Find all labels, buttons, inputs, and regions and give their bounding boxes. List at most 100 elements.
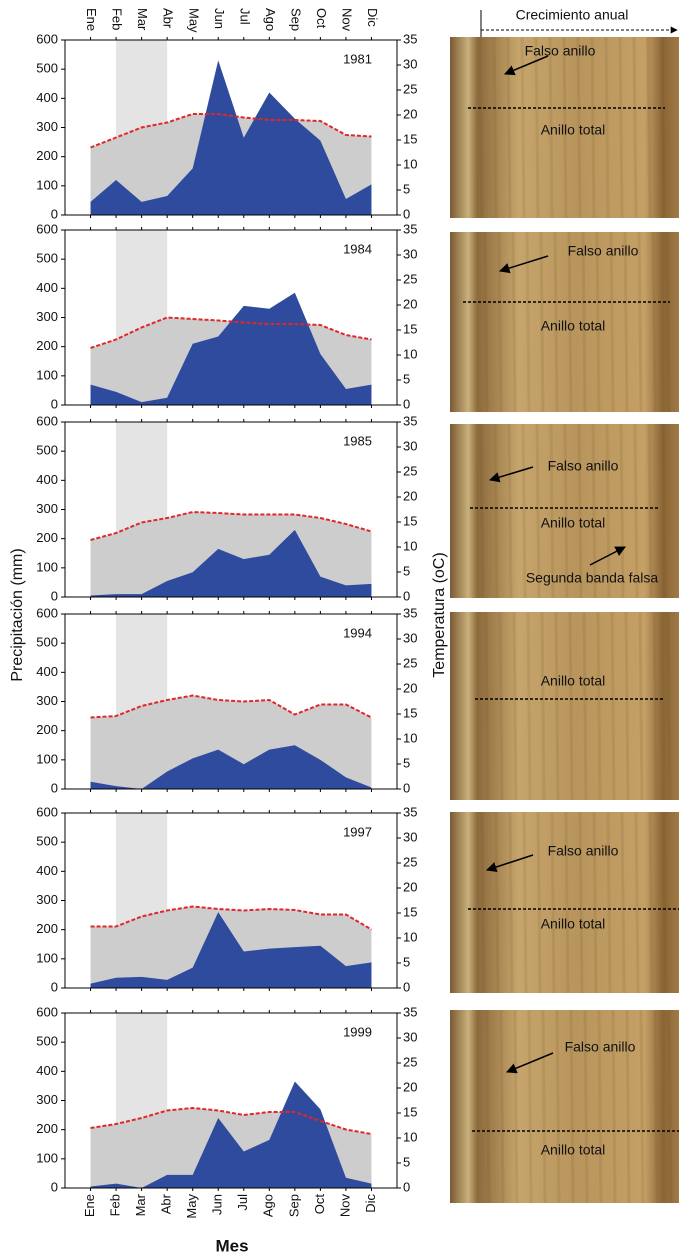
photo-label: Falso anillo: [548, 458, 619, 474]
y2-tick-label: 15: [403, 321, 417, 336]
precipitation-area: [90, 745, 372, 789]
x-tick-label: Dic: [363, 1194, 378, 1213]
y-tick-label: 0: [51, 979, 58, 994]
y-tick-label: 300: [36, 501, 58, 516]
wood-fiber: [564, 811, 570, 994]
y-tick-label: 600: [36, 605, 58, 620]
x-tick-label: Feb: [110, 8, 125, 30]
wood-fiber: [662, 811, 668, 994]
y-tick-label: 500: [36, 635, 58, 650]
y2-tick-label: 5: [403, 954, 410, 969]
wood-fiber: [646, 36, 652, 219]
wood-fiber: [633, 423, 639, 599]
temperature-line: [90, 113, 372, 149]
wood-fiber: [484, 611, 490, 801]
x-tick-label: Ago: [263, 8, 278, 31]
y2-tick-label: 20: [403, 296, 417, 311]
wood-fiber: [527, 1009, 533, 1204]
photo-header: Crecimiento anual: [516, 7, 629, 23]
wood-fiber: [554, 611, 560, 801]
y-tick-label: 100: [36, 1150, 58, 1165]
y-tick-label: 200: [36, 338, 58, 353]
y-tick-label: 400: [36, 90, 58, 105]
wood-fiber: [611, 1009, 617, 1204]
wood-fiber: [479, 423, 485, 599]
y-tick-label: 500: [36, 443, 58, 458]
y-tick-label: 300: [36, 309, 58, 324]
y2-tick-label: 30: [403, 56, 417, 71]
y2-tick-label: 10: [403, 346, 417, 361]
chart-title: 1999: [343, 1024, 372, 1039]
wood-fiber: [639, 1009, 645, 1204]
wood-fiber: [597, 1009, 603, 1204]
y2-tick-label: 0: [403, 979, 410, 994]
wood-fiber: [647, 423, 653, 599]
y-tick-label: 300: [36, 693, 58, 708]
y2-tick-label: 25: [403, 81, 417, 96]
y2-tick-label: 5: [403, 1154, 410, 1169]
wood-fiber: [581, 231, 587, 413]
wood-fiber: [620, 811, 626, 994]
y2-tick-label: 35: [403, 31, 417, 46]
wood-fiber: [605, 423, 611, 599]
y2-tick-label: 30: [403, 246, 417, 261]
annotation-arrow: [486, 854, 534, 873]
y-tick-label: 400: [36, 280, 58, 295]
wood-fiber: [540, 611, 546, 801]
y2-tick-label: 5: [403, 755, 410, 770]
wood-fiber: [619, 423, 625, 599]
wood-fiber: [494, 811, 500, 994]
wood-fiber: [483, 231, 489, 413]
chart-title: 1981: [343, 51, 372, 66]
y2-tick-label: 0: [403, 1179, 410, 1194]
wood-fiber: [536, 811, 542, 994]
y2-tick-label: 35: [403, 1004, 417, 1019]
wood-fiber: [525, 231, 531, 413]
photo-label: Anillo total: [541, 515, 606, 531]
wood-fiber: [535, 423, 541, 599]
photo-label: Segunda banda falsa: [526, 570, 659, 586]
wood-fiber: [562, 36, 568, 219]
x-tick-label: Mar: [135, 8, 150, 31]
photo-label: Falso anillo: [565, 1039, 636, 1055]
y2-axis-label: Temperatura (oC): [431, 552, 448, 677]
y2-tick-label: 10: [403, 730, 417, 745]
x-tick-label: Ago: [261, 1194, 276, 1217]
y2-tick-label: 5: [403, 371, 410, 386]
x-tick-label: Ene: [82, 1194, 97, 1217]
wood-fiber: [653, 1009, 659, 1204]
y2-tick-label: 30: [403, 829, 417, 844]
wood-photo: [450, 612, 679, 800]
y2-tick-label: 20: [403, 488, 417, 503]
x-tick-label: Jul: [237, 8, 252, 25]
wood-fiber: [511, 231, 517, 413]
y2-tick-label: 0: [403, 396, 410, 411]
wood-fiber: [512, 611, 518, 801]
wood-fiber: [569, 1009, 575, 1204]
wood-fiber: [548, 36, 554, 219]
y2-tick-label: 35: [403, 804, 417, 819]
y-tick-label: 500: [36, 251, 58, 266]
y-tick-label: 100: [36, 559, 58, 574]
wood-fiber: [661, 423, 667, 599]
wood-fiber: [506, 36, 512, 219]
wood-fiber: [485, 1009, 491, 1204]
y2-tick-label: 10: [403, 156, 417, 171]
wood-fiber: [568, 611, 574, 801]
temperature-line: [90, 905, 372, 931]
wood-fiber: [520, 36, 526, 219]
wood-fiber: [660, 36, 666, 219]
temperature-line: [90, 316, 372, 349]
wood-fiber: [499, 1009, 505, 1204]
wood-fiber: [667, 1009, 673, 1204]
annotation-arrow: [504, 55, 549, 76]
wood-fiber: [576, 36, 582, 219]
x-tick-label: Ene: [84, 8, 99, 31]
wood-fiber: [549, 423, 555, 599]
wood-fiber: [550, 811, 556, 994]
wood-fiber: [596, 611, 602, 801]
x-tick-label: Jun: [210, 1194, 225, 1215]
wood-fiber: [492, 36, 498, 219]
photo-label: Anillo total: [541, 916, 606, 932]
x-tick-label: Sep: [288, 8, 303, 31]
